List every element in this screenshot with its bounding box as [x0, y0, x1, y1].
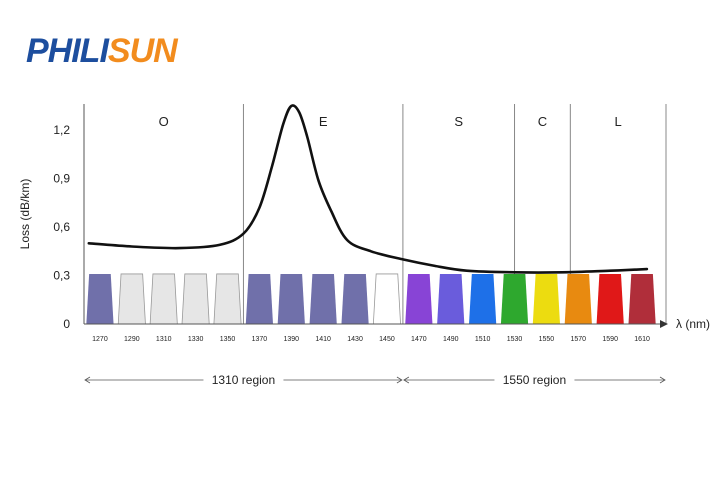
wavelength-label-1330: 1330: [188, 336, 204, 343]
y-tick-label-0: 0: [63, 317, 70, 331]
axes: λ (nm) Loss (dB/km): [18, 104, 710, 331]
channel-1550: [532, 273, 561, 324]
channel-1510: [469, 273, 497, 324]
wavelength-label-1430: 1430: [347, 336, 363, 343]
y-tick-label-4: 1,2: [53, 123, 70, 137]
channel-1350: [213, 273, 242, 325]
band-label-E: E: [319, 114, 328, 129]
channel-1290: [117, 273, 146, 325]
wavelength-label-1570: 1570: [571, 336, 587, 343]
band-label-C: C: [538, 114, 547, 129]
y-tick-label-2: 0,6: [53, 220, 70, 234]
channel-1330: [181, 273, 210, 325]
wavelength-label-1390: 1390: [283, 336, 299, 343]
channel-1570: [564, 273, 592, 324]
wavelength-label-1290: 1290: [124, 336, 140, 343]
wavelength-label-1310: 1310: [156, 336, 172, 343]
wavelength-label-1270: 1270: [92, 336, 108, 343]
channel-1450: [372, 273, 401, 325]
region-arrowhead-right-0: [396, 376, 403, 384]
wavelength-label-1530: 1530: [507, 336, 523, 343]
channel-1390: [277, 273, 305, 324]
channel-1370: [245, 273, 273, 324]
cwdm-channels: [86, 273, 656, 325]
band-label-O: O: [159, 114, 169, 129]
channel-1270: [86, 273, 114, 324]
logo-part-sun: SUN: [108, 32, 179, 70]
y-axis-label: Loss (dB/km): [18, 179, 32, 250]
region-arrowhead-left-1: [403, 376, 410, 384]
channel-1610: [628, 273, 656, 324]
channel-1590: [596, 273, 624, 324]
wavelength-label-1450: 1450: [379, 336, 395, 343]
channel-1470: [405, 273, 433, 324]
region-label-0: 1310 region: [212, 373, 275, 387]
wavelength-label-1510: 1510: [475, 336, 491, 343]
wavelength-label-1490: 1490: [443, 336, 459, 343]
logo-wordmark: PHILISUN: [26, 32, 179, 70]
logo-part-phili: PHILI: [26, 32, 110, 70]
x-axis-arrow: [660, 320, 668, 328]
channel-1530: [500, 273, 529, 324]
loss-curve: [87, 104, 649, 274]
wavelength-label-1610: 1610: [634, 336, 650, 343]
wavelength-label-1410: 1410: [315, 336, 331, 343]
channel-1310: [149, 273, 178, 325]
wavelength-label-1370: 1370: [252, 336, 268, 343]
band-label-S: S: [454, 114, 463, 129]
y-ticks: 0 0,3 0,6 0,9 1,2: [53, 123, 70, 331]
y-tick-label-1: 0,3: [53, 269, 70, 283]
region-arrowhead-right-1: [659, 376, 666, 384]
channel-1430: [341, 273, 369, 324]
wavelength-labels: 1270 1290 1310 1330 1350 1370 1390 1410 1430 1450…: [92, 336, 650, 343]
channel-1490: [437, 273, 465, 324]
wavelength-label-1550: 1550: [539, 336, 555, 343]
y-tick-label-3: 0,9: [53, 172, 70, 186]
wavelength-label-1470: 1470: [411, 336, 427, 343]
band-label-L: L: [615, 114, 622, 129]
wavelength-label-1590: 1590: [602, 336, 618, 343]
wavelength-label-1350: 1350: [220, 336, 236, 343]
x-axis-label: λ (nm): [676, 317, 710, 331]
region-arrowhead-left-0: [84, 376, 91, 384]
region-label-1: 1550 region: [503, 373, 566, 387]
philisun-logo: PHILISUN: [26, 32, 180, 70]
channel-1410: [309, 273, 337, 324]
regions: 1310 region 1550 region: [84, 373, 666, 387]
